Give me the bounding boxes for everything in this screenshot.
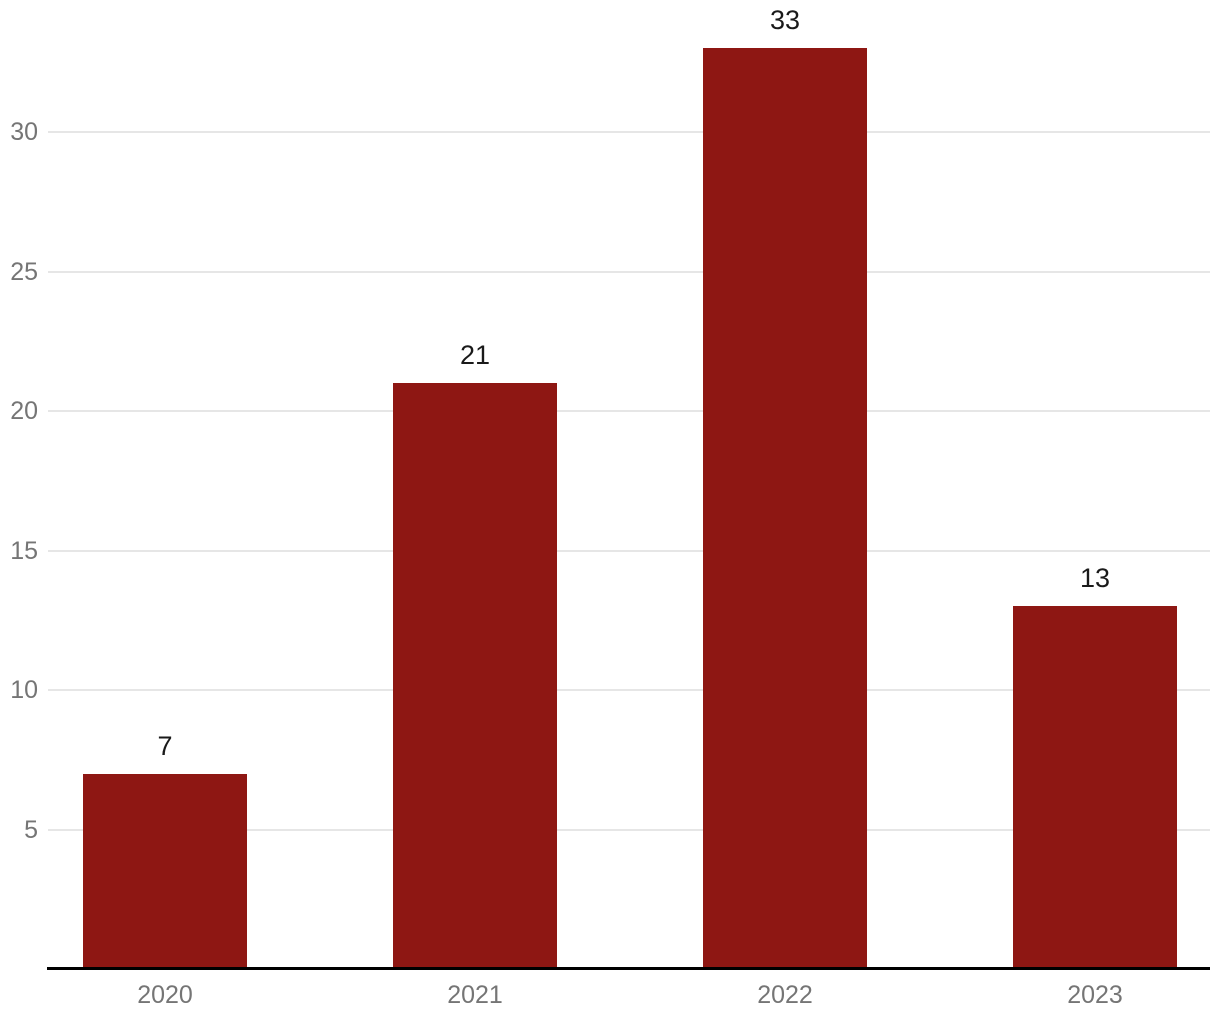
bar-value-label-2022: 33 (769, 5, 801, 36)
y-axis-tick-label-25: 25 (10, 257, 38, 286)
bar-value-label-2023: 13 (1079, 563, 1111, 594)
bar-2021[interactable] (393, 383, 557, 969)
bar-2022[interactable] (703, 48, 867, 969)
y-axis-tick-label-30: 30 (10, 118, 38, 146)
bar-2020[interactable] (83, 773, 247, 969)
bar-2023[interactable] (1013, 606, 1177, 969)
y-axis-tick-label-5: 5 (24, 815, 38, 844)
x-axis-label-2022: 2022 (757, 981, 813, 1009)
gridline-10 (48, 689, 1210, 691)
gridline-25 (48, 270, 1210, 273)
y-axis-tick-label-20: 20 (10, 397, 38, 425)
x-axis-label-2021: 2021 (447, 981, 503, 1009)
y-axis-tick-label-15: 15 (10, 536, 38, 565)
gridline-20 (48, 410, 1210, 412)
gridline-30 (48, 131, 1210, 133)
gridline-15 (48, 549, 1210, 552)
bar-value-label-2021: 21 (459, 340, 491, 371)
x-axis-label-2023: 2023 (1067, 981, 1123, 1009)
x-axis-line (47, 967, 1210, 970)
x-axis-label-2020: 2020 (137, 981, 193, 1009)
gridline-5 (48, 828, 1210, 831)
y-axis-tick-label-10: 10 (10, 676, 38, 704)
bar-value-label-2020: 7 (157, 730, 173, 761)
